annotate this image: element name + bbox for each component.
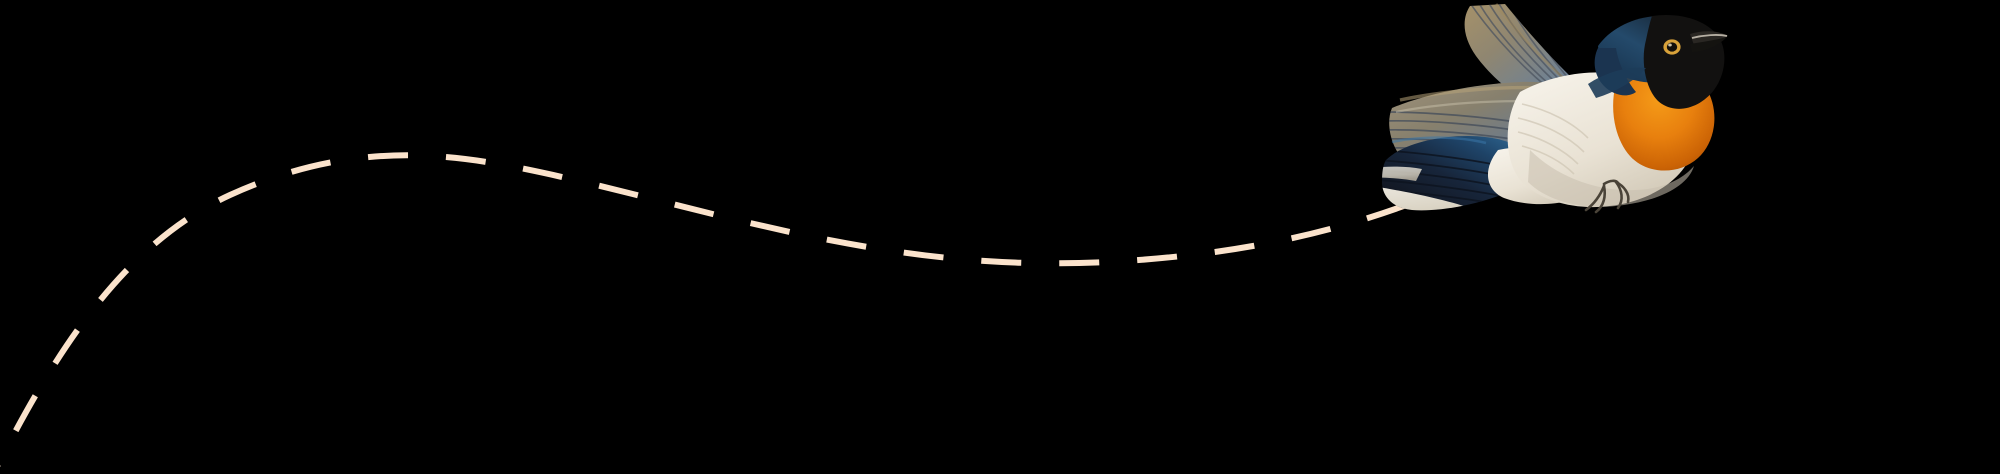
belly-shading bbox=[1528, 150, 1694, 207]
eye bbox=[1663, 39, 1681, 55]
face-mask bbox=[1643, 14, 1725, 109]
beak bbox=[1690, 31, 1728, 52]
flight-path-trail bbox=[0, 152, 1414, 468]
feet bbox=[1584, 179, 1630, 214]
flank-feathers bbox=[1517, 103, 1589, 175]
shoulder bbox=[1588, 67, 1646, 98]
